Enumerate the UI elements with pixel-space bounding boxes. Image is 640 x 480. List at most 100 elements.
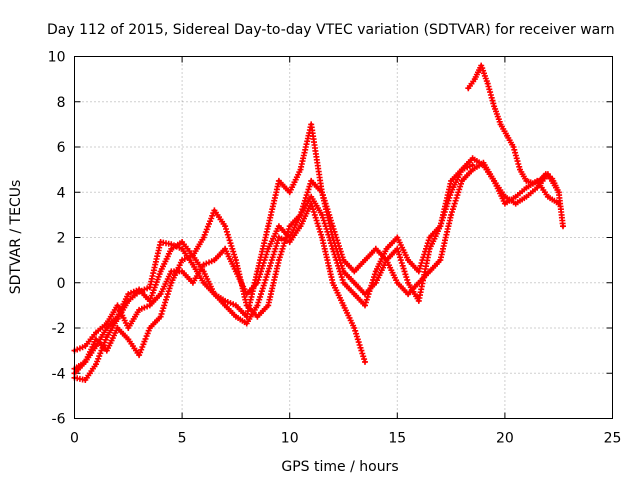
data-point	[524, 186, 529, 190]
x-tick-label: 5	[178, 431, 187, 447]
data-point	[384, 258, 389, 262]
data-point	[212, 208, 216, 212]
series-track-4	[71, 200, 368, 377]
data-point	[159, 240, 163, 244]
data-point	[486, 82, 490, 86]
data-point	[105, 335, 109, 339]
data-point	[481, 161, 485, 165]
data-point	[320, 190, 324, 194]
data-point	[180, 269, 184, 273]
x-tick-label: 0	[70, 431, 79, 447]
data-point	[406, 258, 410, 262]
data-point	[223, 247, 227, 251]
data-point	[126, 326, 130, 330]
data-series	[71, 62, 566, 383]
data-point	[428, 269, 432, 273]
x-axis-label: GPS time / hours	[281, 459, 398, 475]
data-point	[466, 86, 470, 90]
y-tick-label: 10	[48, 50, 66, 66]
data-point	[341, 258, 346, 262]
data-point	[406, 292, 410, 296]
data-point	[341, 269, 346, 273]
y-axis-label: SDTVAR / TECUs	[8, 180, 24, 295]
data-point	[320, 235, 324, 240]
data-point	[503, 202, 507, 206]
data-point	[83, 378, 87, 382]
y-tick-label: 4	[57, 185, 66, 201]
data-point	[266, 269, 270, 273]
data-point	[524, 179, 529, 183]
data-point	[83, 360, 87, 364]
data-point	[438, 224, 442, 228]
data-point	[148, 326, 152, 330]
data-point	[374, 269, 378, 273]
data-point	[94, 330, 98, 335]
data-point	[531, 181, 535, 185]
data-point	[180, 258, 184, 262]
data-point	[352, 292, 356, 296]
data-point	[137, 308, 141, 312]
data-point	[511, 145, 516, 149]
data-point	[126, 337, 130, 341]
data-point	[384, 247, 389, 251]
y-tick-label: 0	[57, 276, 66, 292]
data-point	[352, 326, 356, 330]
data-point	[223, 303, 227, 307]
data-point	[191, 281, 195, 285]
data-point	[320, 213, 324, 217]
data-point	[202, 269, 206, 273]
data-point	[438, 258, 442, 262]
data-point	[535, 186, 539, 190]
data-point	[395, 281, 399, 285]
data-point	[94, 362, 98, 366]
data-point	[255, 315, 259, 319]
data-point	[417, 269, 421, 273]
data-point	[298, 224, 303, 228]
data-point	[341, 303, 346, 307]
data-point	[266, 247, 270, 251]
y-tick-label: 8	[57, 95, 66, 111]
data-point	[460, 168, 464, 172]
data-point	[449, 179, 453, 183]
data-point	[449, 190, 453, 194]
data-point	[255, 269, 259, 273]
data-point	[255, 281, 259, 285]
data-point	[550, 177, 554, 181]
tick-labels: 0 5 10 15 20 25 -6 -4 -2 0 2 4 6 8 10	[48, 50, 622, 447]
data-point	[169, 269, 173, 273]
data-point	[298, 168, 303, 172]
data-point	[169, 242, 173, 246]
data-point	[471, 168, 475, 172]
data-point	[309, 202, 313, 206]
data-point	[169, 247, 173, 251]
data-point	[395, 235, 399, 240]
data-point	[546, 195, 550, 199]
data-point	[105, 349, 109, 353]
data-point	[180, 247, 184, 251]
data-point	[115, 326, 120, 330]
data-point	[460, 179, 464, 183]
y-tick-label: 6	[57, 140, 66, 156]
data-point	[202, 235, 206, 240]
data-point	[159, 315, 163, 319]
x-tick-label: 15	[388, 431, 406, 447]
data-point	[115, 315, 120, 319]
data-point	[449, 213, 453, 217]
data-point	[544, 172, 548, 176]
data-point	[94, 337, 98, 341]
data-point	[492, 104, 496, 108]
data-point	[406, 281, 410, 285]
data-point	[223, 224, 227, 228]
data-point	[505, 134, 509, 138]
data-point	[277, 235, 281, 240]
data-point	[471, 163, 475, 167]
data-point	[234, 258, 238, 262]
data-point	[234, 269, 238, 273]
data-point	[363, 360, 367, 364]
series-track-5	[465, 62, 566, 230]
data-point	[514, 195, 518, 199]
data-point	[212, 258, 216, 262]
data-point	[331, 281, 335, 285]
data-point	[352, 281, 356, 285]
